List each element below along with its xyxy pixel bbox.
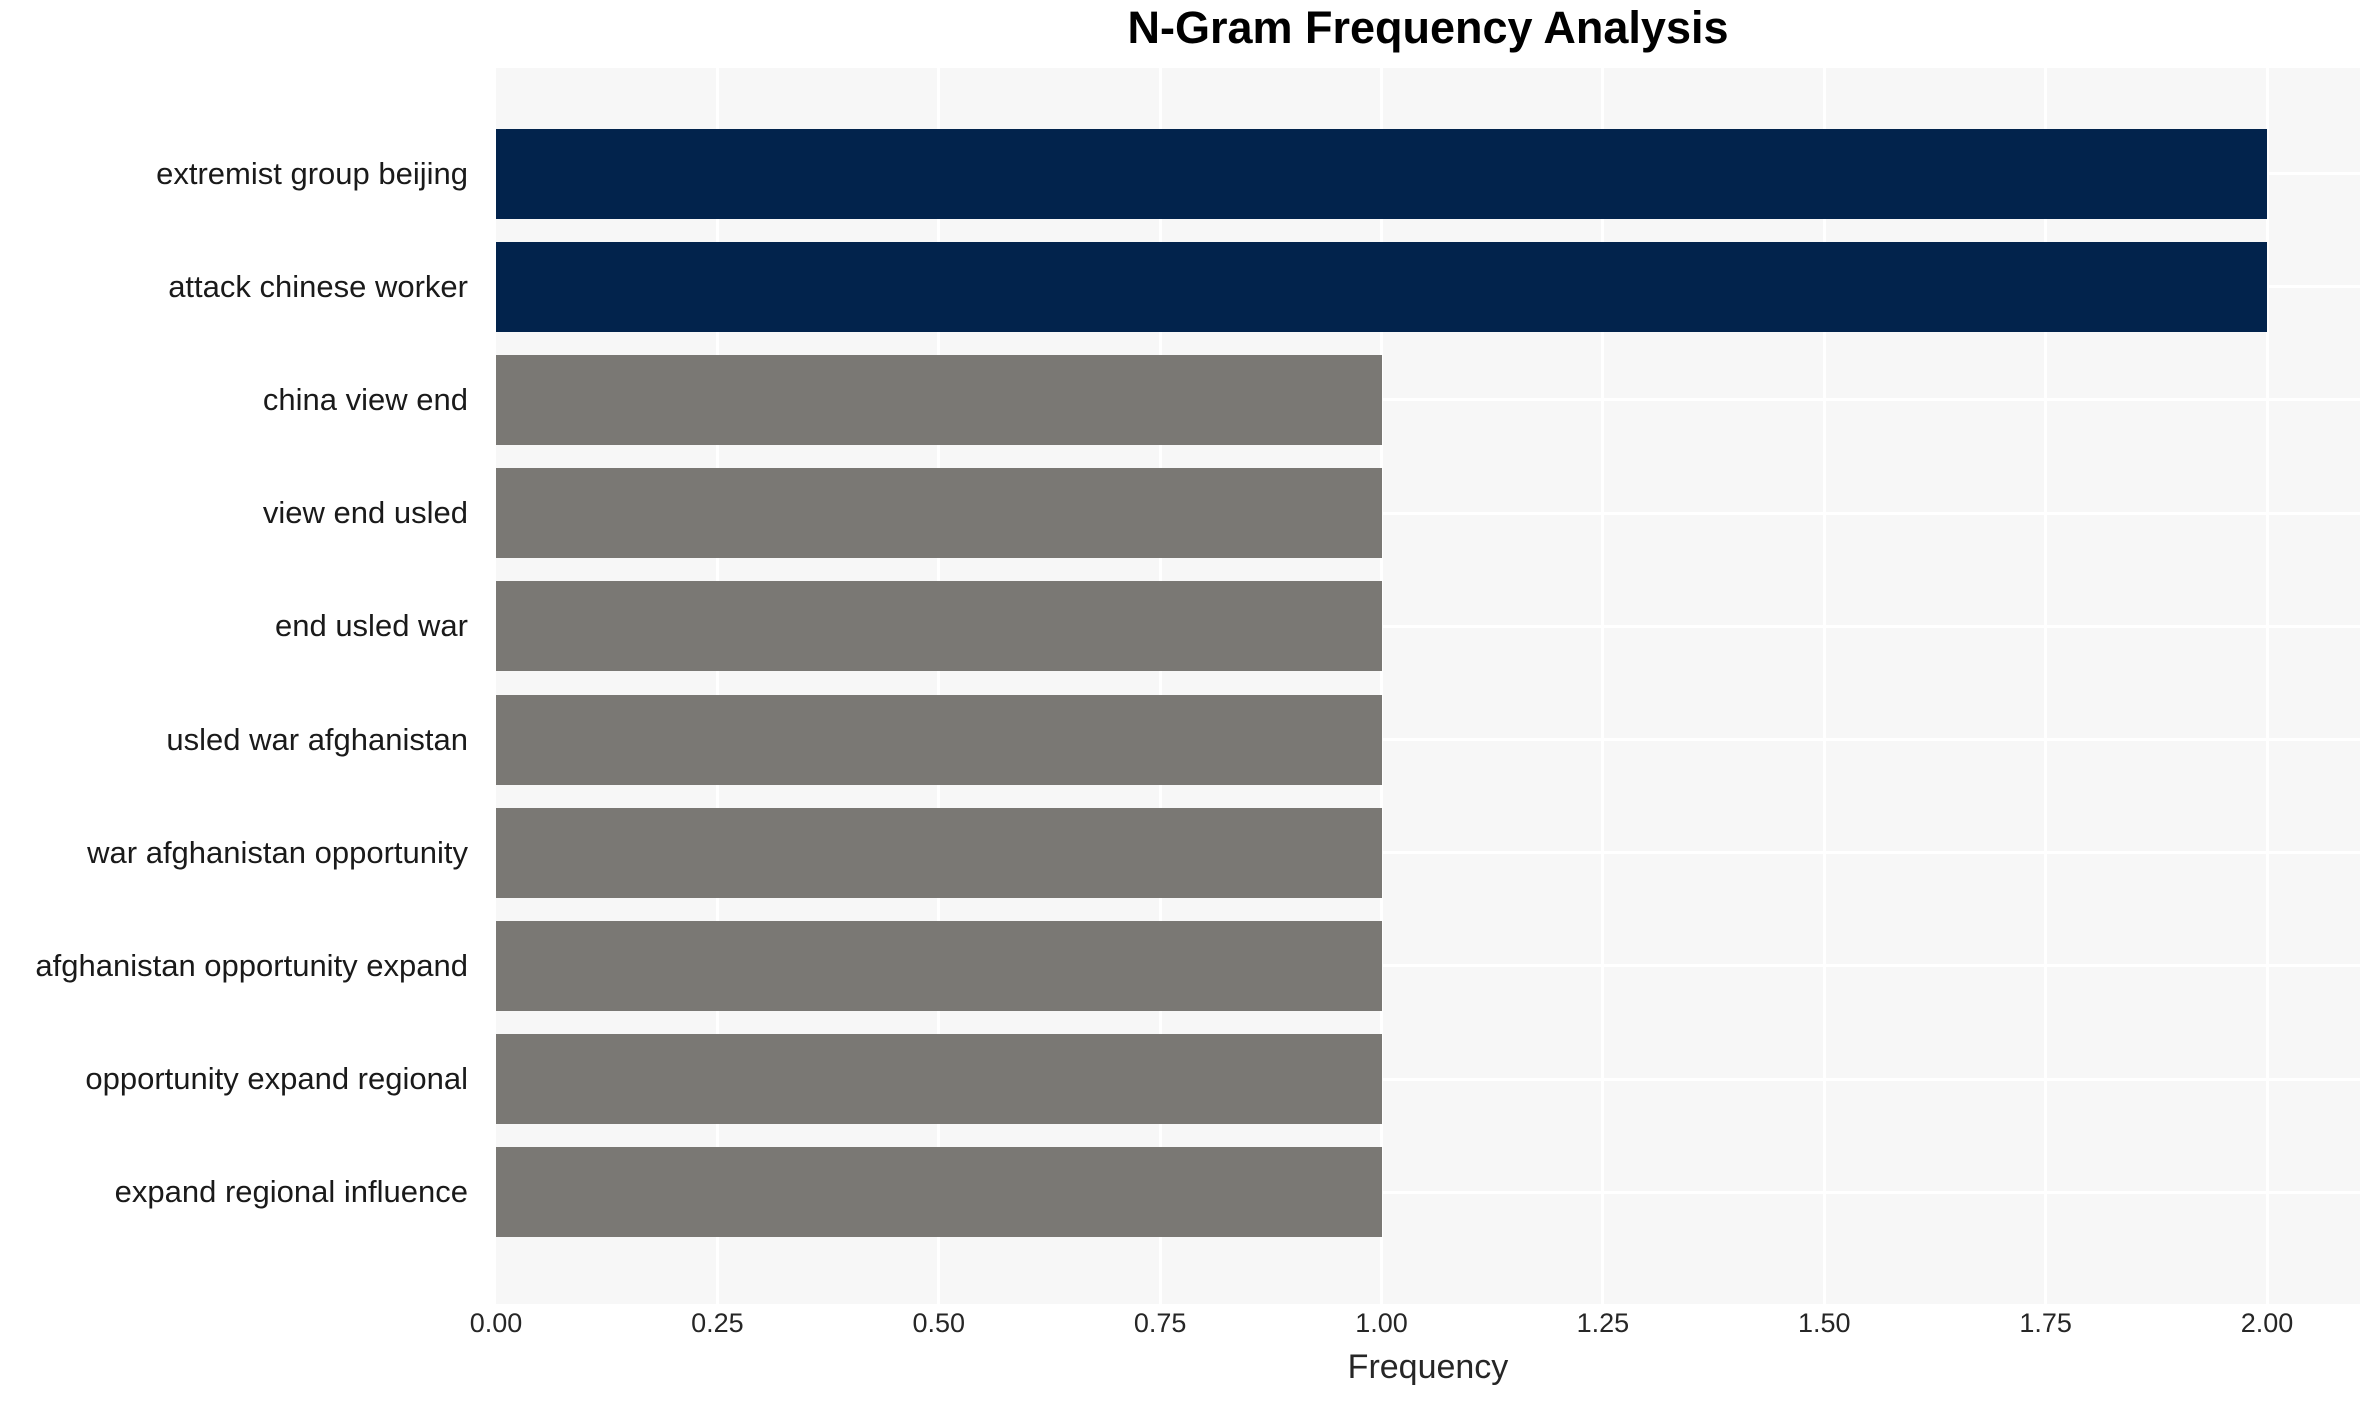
x-tick-label: 1.00 [1355,1308,1408,1338]
h-gridline [496,398,2360,402]
bar [496,581,1382,672]
bar [496,468,1382,559]
y-tick-label: attack chinese worker [168,268,468,304]
v-gridline [1158,68,1162,1304]
h-gridline [496,851,2360,855]
plot-area [496,68,2360,1304]
x-tick-label: 1.25 [1576,1308,1630,1338]
h-gridline [496,1077,2360,1081]
y-tick-label: expand regional influence [114,1174,468,1210]
y-axis-labels: extremist group beijing attack chinese wo… [0,68,482,1304]
x-tick-label: 2.00 [2240,1308,2294,1338]
h-gridline [496,511,2360,515]
v-gridline [1822,68,1826,1304]
h-gridline [496,964,2360,968]
y-tick-label: china view end [262,381,468,417]
h-gridline [496,1190,2360,1194]
v-gridline [2265,68,2269,1304]
bar [496,1147,1382,1238]
x-tick-label: 1.75 [2019,1308,2072,1338]
y-tick-label: end usled war [274,608,468,644]
y-tick-label: war afghanistan opportunity [87,834,468,870]
chart-title: N-Gram Frequency Analysis [1127,2,1729,53]
x-tick-label: 1.50 [1797,1308,1851,1338]
bar [496,807,1382,898]
bar [496,354,1382,445]
bar [496,1034,1382,1125]
x-tick-label: 0.25 [691,1308,744,1338]
y-tick-label: view end usled [262,495,468,531]
x-axis-ticks: 0.00 0.25 0.50 0.75 1.00 1.25 1.50 1.75 2.00 [470,1308,2360,1344]
x-tick-label: 0.75 [1133,1308,1187,1338]
x-axis-label: Frequency [1347,1348,1509,1386]
bar [496,920,1382,1011]
h-gridline [496,738,2360,741]
y-tick-label: afghanistan opportunity expand [35,947,468,983]
bar [496,694,1382,785]
y-tick-label: extremist group beijing [156,155,468,191]
v-gridline [715,68,719,1304]
x-tick-label: 0.50 [912,1308,966,1338]
v-gridline [1601,68,1605,1304]
y-tick-label: opportunity expand regional [85,1061,468,1097]
v-gridline [937,68,941,1304]
x-tick-label: 0.00 [469,1308,523,1338]
bar [496,128,2268,219]
bar [496,241,2268,332]
v-gridline [2044,68,2048,1304]
h-gridline [496,624,2360,628]
v-gridline [1380,68,1383,1304]
y-tick-label: usled war afghanistan [166,721,468,757]
